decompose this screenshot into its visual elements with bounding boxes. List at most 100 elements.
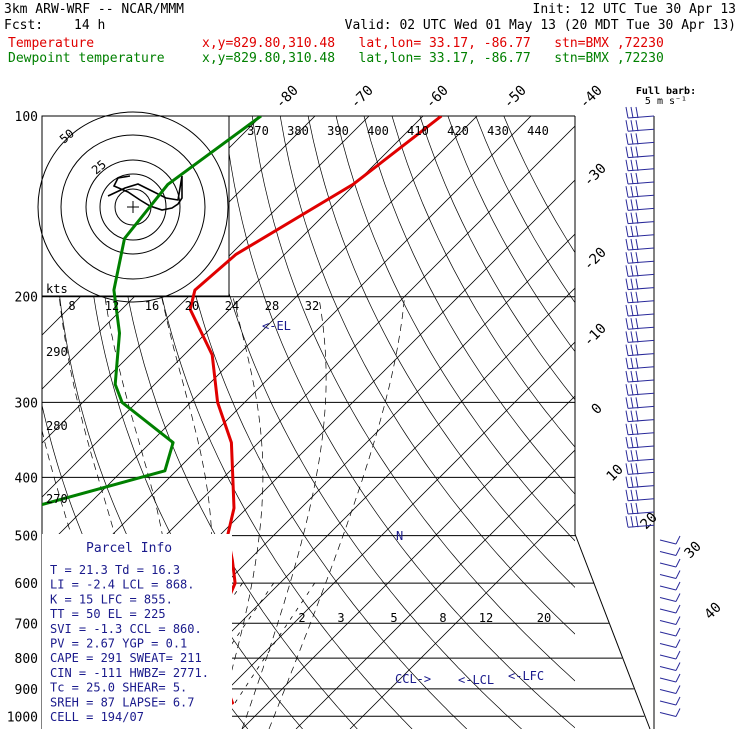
wind-barb-flag xyxy=(625,106,629,119)
wind-barb xyxy=(625,106,655,119)
temperature-legend: Temperature xyxy=(8,36,95,51)
wind-barb xyxy=(659,593,681,602)
pressure-label: 200 xyxy=(15,291,38,306)
wind-barb-flag xyxy=(635,120,639,132)
wind-barb-flag xyxy=(675,685,681,694)
isotherm-label: -80 xyxy=(273,83,302,112)
pressure-label: 600 xyxy=(15,577,38,592)
theta-label: 390 xyxy=(327,124,349,138)
left-edge-label: 290 xyxy=(46,345,68,359)
hodograph-speed-label: 12 xyxy=(105,299,119,313)
wind-barb-flag xyxy=(630,291,634,303)
dry-adiabat xyxy=(251,116,575,682)
wind-barb-flag xyxy=(675,627,681,637)
wind-barb-flag xyxy=(675,581,681,591)
wind-barb-flag xyxy=(635,304,639,317)
wind-barb xyxy=(625,410,655,423)
wind-barb-shaft xyxy=(659,677,677,683)
hodograph-ring xyxy=(85,159,181,255)
hodograph-ring xyxy=(37,111,229,303)
wind-barb-flag xyxy=(635,423,639,435)
isotherm-label: -40 xyxy=(577,83,606,112)
wind-barb xyxy=(659,627,681,637)
left-edge-label: 270 xyxy=(46,492,68,506)
pressure-label: 700 xyxy=(15,617,38,632)
wind-barb-shaft xyxy=(627,511,655,515)
wind-barb-shaft xyxy=(627,247,655,251)
wind-barb-shaft xyxy=(627,353,655,357)
hodograph-speed-label: 20 xyxy=(185,299,199,313)
wind-barb-flag xyxy=(630,357,634,369)
wind-barb xyxy=(659,604,681,614)
wind-barb-shaft xyxy=(659,654,677,660)
wind-barb-flag xyxy=(625,133,629,145)
wind-barb xyxy=(659,558,681,568)
wind-barb xyxy=(625,344,655,357)
parcel-info-row: CELL = 194/07 xyxy=(50,710,144,724)
moist-adiabat xyxy=(268,296,405,729)
dry-adiabat xyxy=(0,116,29,729)
wind-barb-shaft xyxy=(627,445,655,449)
parcel-info-row: LI = -2.4 LCL = 868. xyxy=(50,578,195,592)
wind-barb-shaft xyxy=(659,562,677,568)
wind-barb-shaft xyxy=(659,608,677,614)
dry-adiabat xyxy=(168,116,468,729)
parcel-info-row: SVI = -1.3 CCL = 860. xyxy=(50,622,202,636)
dry-adiabat xyxy=(279,116,575,635)
dry-adiabat xyxy=(111,116,358,729)
wind-barb-flag xyxy=(630,502,634,515)
wind-barb xyxy=(625,199,655,211)
parcel-info-row: K = 15 LFC = 855. xyxy=(50,592,173,606)
profile-annotation: <-LFC xyxy=(508,669,544,683)
theta-label: 440 xyxy=(527,124,549,138)
wind-barb-shaft xyxy=(627,260,655,264)
dewpoint-legend: Dewpoint temperature xyxy=(8,51,165,66)
forecast-hour: 14 h xyxy=(74,18,106,33)
wind-barb-flag xyxy=(625,120,629,132)
wind-barb-flag xyxy=(630,318,634,330)
dry-adiabat xyxy=(419,116,575,401)
theta-label: 410 xyxy=(407,124,429,138)
parcel-info-title: Parcel Info xyxy=(86,541,172,556)
mixing-ratio-label: 3 xyxy=(337,611,344,625)
wind-barb-flag xyxy=(630,384,634,396)
hodograph-speed-label: 16 xyxy=(145,299,159,313)
wind-barb-shaft xyxy=(627,524,655,528)
wind-barb-flag xyxy=(635,212,639,224)
wind-barb-flag xyxy=(635,436,639,449)
wind-barb xyxy=(625,146,655,159)
wind-barb xyxy=(625,225,655,238)
profile-annotation: <-LCL xyxy=(458,673,494,687)
hodograph-ring xyxy=(60,134,206,280)
wind-barb-flag xyxy=(630,489,634,501)
wind-barb-flag xyxy=(625,186,629,198)
mixing-ratio-label: 12 xyxy=(479,611,493,625)
wind-barb-flag xyxy=(625,502,629,515)
wind-barb-flag xyxy=(635,331,639,343)
wind-barb-flag xyxy=(630,212,634,224)
wind-barb-flag xyxy=(635,450,639,462)
wind-barb-flag xyxy=(675,708,681,717)
wind-barb-flag xyxy=(625,410,629,422)
wind-barb-shaft xyxy=(627,392,655,396)
wind-barb-shaft xyxy=(659,689,677,694)
wind-barb-flag xyxy=(630,120,634,132)
wind-barb-flag xyxy=(630,159,634,171)
wind-barb-flag xyxy=(635,159,639,171)
wind-barb xyxy=(659,535,681,545)
hodograph-units: kts xyxy=(46,282,68,296)
wind-barb-flag xyxy=(625,463,629,475)
model-title: 3km ARW-WRF -- NCAR/MMM xyxy=(4,2,185,17)
wind-barb-flag xyxy=(630,133,634,145)
wind-barb-flag xyxy=(630,516,634,528)
wind-barb-flag xyxy=(635,291,639,303)
wind-barb xyxy=(625,502,655,515)
wind-barb-flag xyxy=(630,463,634,475)
isotherm-label: 10 xyxy=(604,462,627,485)
hodograph-speed-label: 24 xyxy=(225,299,239,313)
wind-barb-shaft xyxy=(659,539,677,545)
wind-barb xyxy=(625,186,655,198)
wind-barb-shaft xyxy=(659,574,677,579)
parcel-info-row: PV = 2.67 YGP = 0.1 xyxy=(50,637,187,651)
wind-barb-shaft xyxy=(627,207,655,211)
